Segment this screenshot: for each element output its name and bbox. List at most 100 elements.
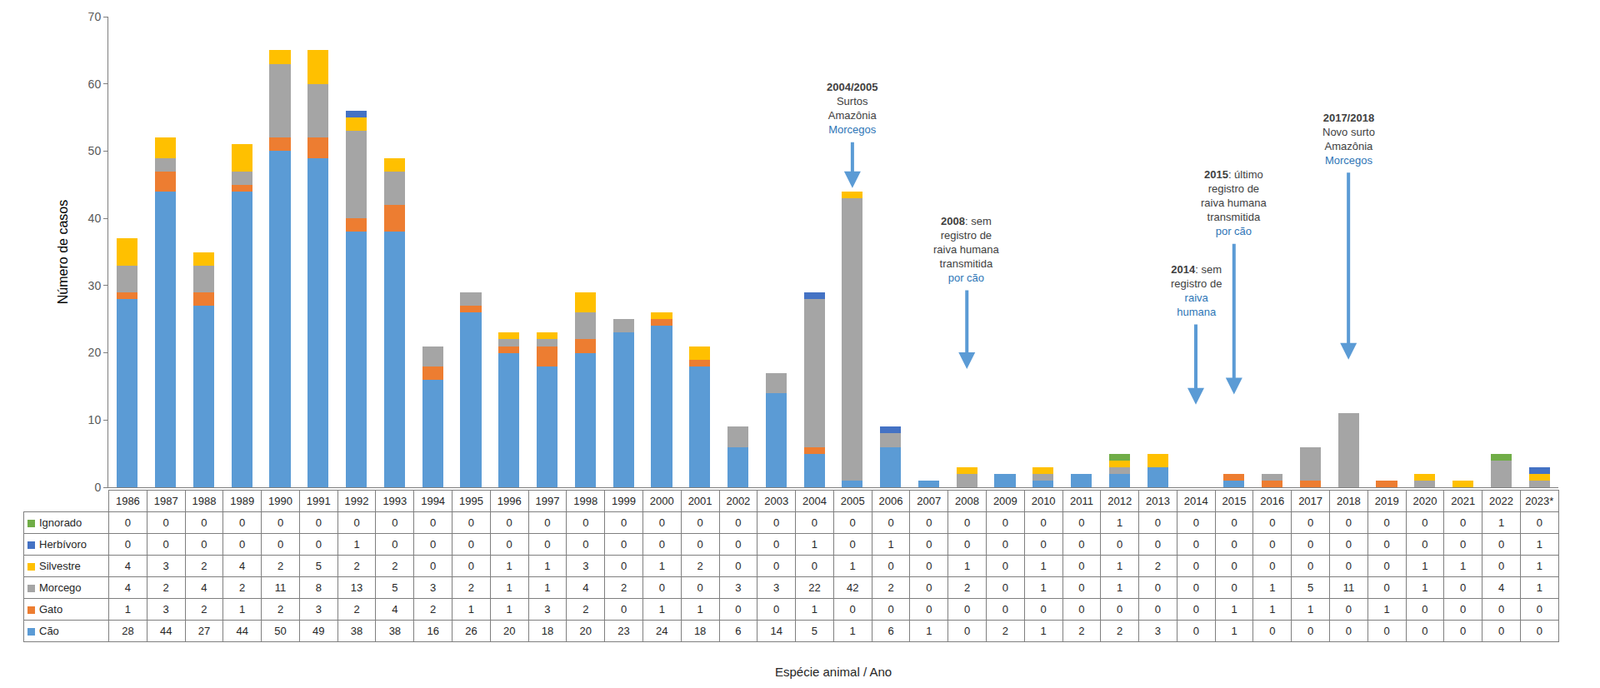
html-text:2012: 2012 [1107, 495, 1132, 508]
html-text:1998: 1998 [573, 495, 598, 508]
html-text:0: 0 [353, 516, 360, 530]
svg-text:0: 0 [94, 480, 101, 495]
html-text:38: 38 [388, 625, 401, 638]
html-text:13: 13 [350, 581, 363, 595]
html-text:2023*: 2023* [1525, 495, 1554, 508]
html-text:2011: 2011 [1069, 495, 1094, 508]
html-text:22: 22 [808, 581, 821, 595]
svg-text:2004/2005SurtosAmazôniaMorcego: 2004/2005SurtosAmazôniaMorcegos [826, 80, 878, 136]
html-text:2005: 2005 [840, 495, 865, 508]
html-text:18: 18 [694, 625, 707, 638]
html-text:Silvestre: Silvestre [39, 560, 81, 573]
html-text:0: 0 [391, 516, 398, 530]
html-text:Gato: Gato [39, 603, 63, 616]
html-text:2003: 2003 [764, 495, 789, 508]
html-text:Morcego: Morcego [39, 581, 82, 595]
html-text:1987: 1987 [153, 495, 178, 508]
html-text:2015: 2015 [1222, 495, 1247, 508]
html-text:2017: 2017 [1298, 495, 1323, 508]
html-text:2022: 2022 [1489, 495, 1514, 508]
html-text:26: 26 [465, 625, 478, 638]
html-text:11: 11 [274, 581, 287, 595]
html-text:44: 44 [236, 625, 249, 638]
html-text:2021: 2021 [1451, 495, 1476, 508]
html-text:1988: 1988 [192, 495, 217, 508]
html-text:11: 11 [1343, 581, 1355, 595]
html-text:0: 0 [468, 516, 475, 530]
html-text:0: 0 [315, 516, 322, 530]
html-text:1997: 1997 [535, 495, 560, 508]
html-text:0: 0 [124, 516, 131, 530]
html-text:2016: 2016 [1260, 495, 1285, 508]
html-text:2004: 2004 [802, 495, 827, 508]
html-text:24: 24 [655, 625, 668, 638]
html-text:42: 42 [846, 581, 859, 595]
html-text:2007: 2007 [916, 495, 942, 508]
html-text:2000: 2000 [649, 495, 674, 508]
html-text:28: 28 [121, 625, 134, 638]
svg-text:10: 10 [88, 413, 102, 427]
html-text:0: 0 [582, 516, 589, 530]
html-text:2006: 2006 [878, 495, 903, 508]
html-text:23: 23 [617, 625, 630, 638]
html-text:0: 0 [735, 516, 742, 530]
html-text:1989: 1989 [230, 495, 255, 508]
html-text:44: 44 [159, 625, 172, 638]
html-text:0: 0 [430, 516, 437, 530]
html-text:27: 27 [198, 625, 211, 638]
html-text:1991: 1991 [306, 495, 331, 508]
svg-text:40: 40 [88, 211, 102, 225]
html-text:1986: 1986 [115, 495, 140, 508]
html-text:2009: 2009 [993, 495, 1018, 508]
html-text:Herbívoro: Herbívoro [39, 538, 87, 551]
html-text:0: 0 [544, 516, 551, 530]
html-text:0: 0 [506, 516, 513, 530]
html-text:0: 0 [239, 516, 246, 530]
html-text:1996: 1996 [497, 495, 522, 508]
html-text:0: 0 [697, 516, 704, 530]
svg-text:2008: semregistro deraiva huma: 2008: semregistro deraiva humanatransmit… [933, 215, 1000, 285]
html-text:2010: 2010 [1031, 495, 1056, 508]
svg-text:70: 70 [88, 10, 102, 24]
html-text:1990: 1990 [268, 495, 293, 508]
html-text:2001: 2001 [688, 495, 713, 508]
html-text:1999: 1999 [611, 495, 636, 508]
html-text:0: 0 [277, 516, 284, 530]
html-text:20: 20 [503, 625, 516, 638]
svg-text:50: 50 [88, 144, 102, 158]
html-text:1992: 1992 [344, 495, 369, 508]
svg-text:Número de casos: Número de casos [55, 200, 70, 305]
html-text:2002: 2002 [726, 495, 751, 508]
svg-text:2017/2018Novo surtoAmazôniaMor: 2017/2018Novo surtoAmazôniaMorcegos [1322, 111, 1375, 167]
svg-text:20: 20 [88, 345, 102, 360]
html-text:0: 0 [620, 516, 627, 530]
html-text:0: 0 [811, 516, 818, 530]
html-text:1995: 1995 [459, 495, 484, 508]
html-text:2008: 2008 [955, 495, 980, 508]
html-text:38: 38 [350, 625, 363, 638]
html-text:2018: 2018 [1336, 495, 1361, 508]
html-text:0: 0 [773, 516, 780, 530]
html-text:2020: 2020 [1412, 495, 1437, 508]
html-text:2019: 2019 [1374, 495, 1399, 508]
html-text:0: 0 [162, 516, 169, 530]
html-text:2014: 2014 [1184, 495, 1209, 508]
html-text:20: 20 [579, 625, 592, 638]
html-text:1993: 1993 [382, 495, 407, 508]
html-text:50: 50 [274, 625, 287, 638]
svg-text:60: 60 [88, 77, 102, 91]
svg-text:2014: semregistro deraivahuman: 2014: semregistro deraivahumana [1170, 263, 1222, 319]
html-text:Cão: Cão [39, 625, 60, 638]
html-text:Ignorado: Ignorado [39, 516, 82, 530]
html-text:18: 18 [541, 625, 554, 638]
html-text:2013: 2013 [1145, 495, 1170, 508]
html-text:1994: 1994 [421, 495, 446, 508]
svg-text:30: 30 [88, 279, 102, 293]
html-text:14: 14 [770, 625, 783, 638]
html-text:0: 0 [201, 516, 208, 530]
html-text:0: 0 [658, 516, 665, 530]
svg-text:2015: últimoregistro deraiva h: 2015: últimoregistro deraiva humanatrans… [1200, 168, 1268, 238]
svg-text:Espécie animal / Ano: Espécie animal / Ano [775, 665, 892, 680]
html-text:16: 16 [427, 625, 440, 638]
html-text:49: 49 [312, 625, 325, 638]
